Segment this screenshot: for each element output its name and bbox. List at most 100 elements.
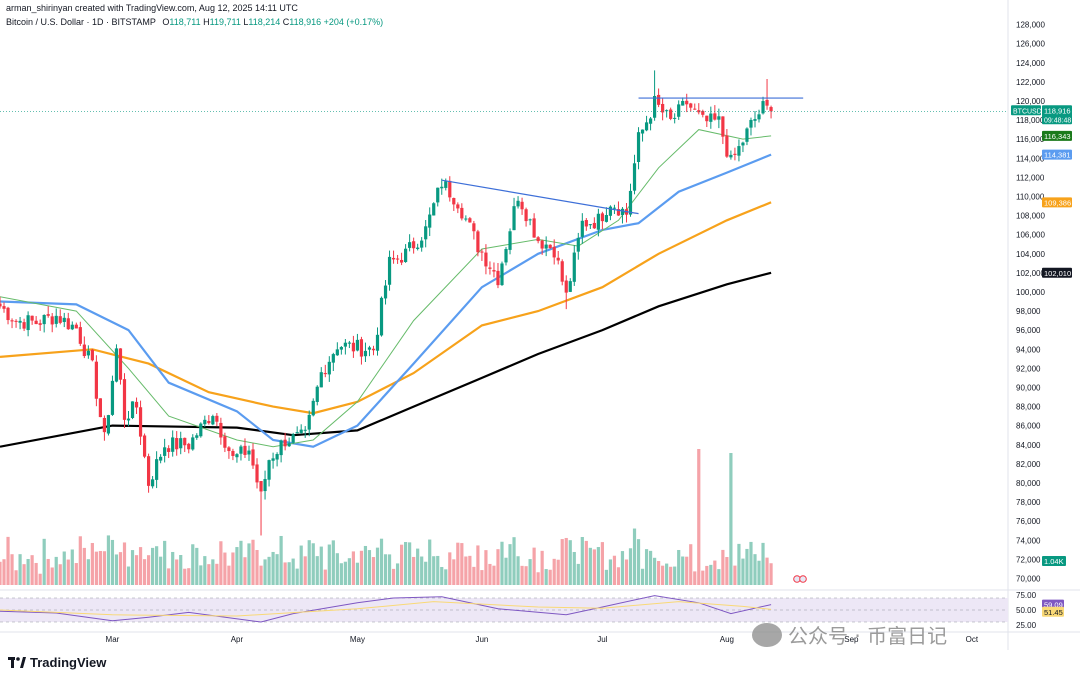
candle-body <box>195 435 199 438</box>
volume-bar <box>673 566 677 585</box>
low-value: 118,214 <box>248 17 281 27</box>
price-tick-label: 74,000 <box>1016 536 1041 545</box>
open-label: O <box>162 17 170 27</box>
volume-bar <box>548 569 552 585</box>
candle-body <box>98 398 102 418</box>
candle-body <box>90 349 94 361</box>
volume-bar <box>38 573 42 585</box>
volume-bar <box>243 557 247 585</box>
volume-bar <box>58 564 62 585</box>
candle-body <box>327 361 331 375</box>
candle-body <box>14 320 18 322</box>
volume-bar <box>480 570 484 585</box>
candle-body <box>263 479 267 492</box>
volume-bar <box>347 558 351 585</box>
volume-bar <box>203 556 207 585</box>
candle-body <box>58 316 62 323</box>
candle-body <box>580 220 584 237</box>
volume-bar <box>247 543 251 585</box>
volume-bar <box>661 565 665 585</box>
candle-body <box>757 114 761 120</box>
high-value: 119,711 <box>209 17 241 27</box>
volume-bar <box>460 543 464 585</box>
price-tick-label: 104,000 <box>1016 250 1045 259</box>
price-tick-label: 126,000 <box>1016 40 1045 49</box>
volume-bar <box>367 550 372 585</box>
candle-body <box>452 198 456 205</box>
volume-bar <box>536 572 540 585</box>
volume-bar <box>279 535 283 585</box>
volume-tag <box>1042 556 1066 566</box>
volume-bar <box>98 550 102 585</box>
candle-body <box>126 418 131 421</box>
candle-body <box>420 240 424 248</box>
volume-bar <box>420 556 424 585</box>
candle-body <box>725 135 729 157</box>
candle-body <box>42 315 46 325</box>
candle-body <box>339 347 343 350</box>
candle-body <box>199 423 203 437</box>
volume-bar <box>167 568 171 585</box>
moving-average-line <box>0 153 772 448</box>
volume-bar <box>592 549 596 585</box>
volume-bar <box>90 542 94 585</box>
volume-bar <box>757 560 761 585</box>
volume-bar <box>195 547 199 585</box>
volume-tag-label: 1.04K <box>1044 557 1064 566</box>
volume-bar <box>424 561 428 585</box>
symbol-tag <box>1011 105 1041 116</box>
candle-body <box>492 270 496 272</box>
candle-body <box>689 103 693 108</box>
volume-bar <box>628 548 633 585</box>
volume-bar <box>86 559 90 585</box>
candle-body <box>66 318 70 330</box>
volume-bar <box>576 563 580 585</box>
moving-average-line <box>0 271 772 448</box>
volume-bar <box>412 556 416 585</box>
trend-line <box>441 179 639 215</box>
candle-body <box>620 208 625 216</box>
candle-body <box>163 447 167 456</box>
price-tick-label: 116,000 <box>1016 135 1045 144</box>
volume-bar <box>6 536 10 585</box>
volume-bar <box>187 568 191 585</box>
candle-body <box>677 104 681 117</box>
candle-body <box>697 110 701 113</box>
candle-body <box>219 422 223 438</box>
volume-bar <box>339 563 343 585</box>
volume-bar <box>596 547 600 585</box>
volume-bar <box>456 542 460 585</box>
volume-bar <box>476 545 480 585</box>
volume-bar <box>472 566 476 585</box>
volume-bar <box>504 557 508 585</box>
candle-body <box>636 132 641 162</box>
candle-body <box>713 113 717 120</box>
candle-body <box>323 372 327 375</box>
volume-bar <box>219 541 223 585</box>
candle-body <box>516 200 520 207</box>
candle-body <box>564 280 568 293</box>
volume-bar <box>709 564 713 585</box>
price-tick-label: 122,000 <box>1016 78 1045 87</box>
volume-bar <box>383 554 388 585</box>
tradingview-brand[interactable]: TradingView <box>8 655 106 670</box>
volume-bar <box>761 542 765 585</box>
candle-body <box>737 146 741 156</box>
candle-body <box>331 354 335 363</box>
volume-bar <box>729 453 733 585</box>
candle-body <box>432 203 436 216</box>
candle-body <box>673 117 677 119</box>
candle-body <box>138 407 143 437</box>
candle-body <box>765 99 769 106</box>
volume-bar <box>540 550 544 585</box>
price-tick-label: 98,000 <box>1016 307 1041 316</box>
candle-body <box>395 258 400 260</box>
price-tick-label: 114,000 <box>1016 154 1045 163</box>
rsi-line <box>0 595 772 623</box>
volume-bar <box>255 550 259 585</box>
volume-bar <box>741 558 745 585</box>
price-tick-label: 94,000 <box>1016 345 1041 354</box>
candle-body <box>436 187 440 203</box>
volume-bar <box>588 547 592 585</box>
